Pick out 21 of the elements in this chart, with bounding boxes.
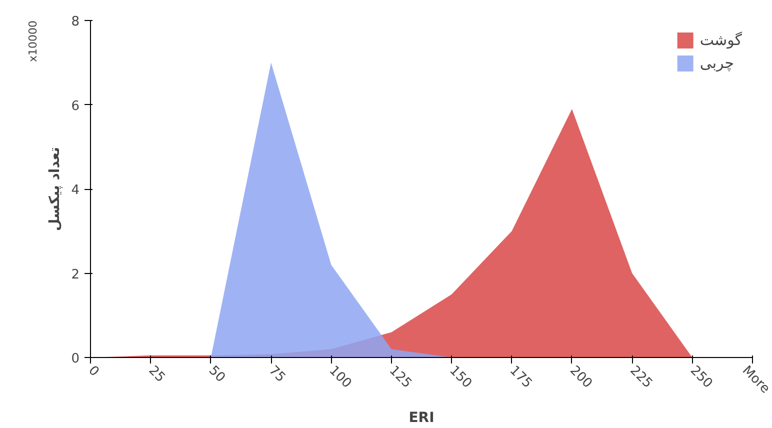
- legend-label: چربی: [700, 54, 734, 72]
- x-tick-label: 25: [145, 363, 168, 386]
- x-tick-label: 150: [446, 363, 474, 392]
- x-axis-title: ERI: [408, 410, 434, 426]
- y-tick-label: 6: [71, 98, 80, 114]
- x-tick-label: 175: [506, 363, 535, 392]
- y-tick-label: 8: [71, 14, 80, 30]
- y-tick-label: 0: [71, 352, 80, 366]
- legend-label: گوشت: [700, 31, 742, 49]
- x-tick-label: 250: [687, 363, 716, 392]
- x-tick-label: 125: [386, 363, 414, 392]
- text: x10000: [26, 20, 40, 62]
- x-tick-label: 225: [626, 363, 655, 392]
- x-tick-label: 75: [266, 363, 288, 386]
- y-tick-label: 2: [71, 267, 80, 282]
- y-axis-title: تعداد پیکسل: [47, 147, 64, 231]
- x-tick-label: 100: [326, 363, 354, 392]
- x-tick-label: 50: [206, 363, 228, 386]
- y-tick-label: 4: [71, 183, 80, 198]
- x-tick-label: 0: [85, 363, 102, 380]
- x-tick-label: 200: [566, 363, 595, 392]
